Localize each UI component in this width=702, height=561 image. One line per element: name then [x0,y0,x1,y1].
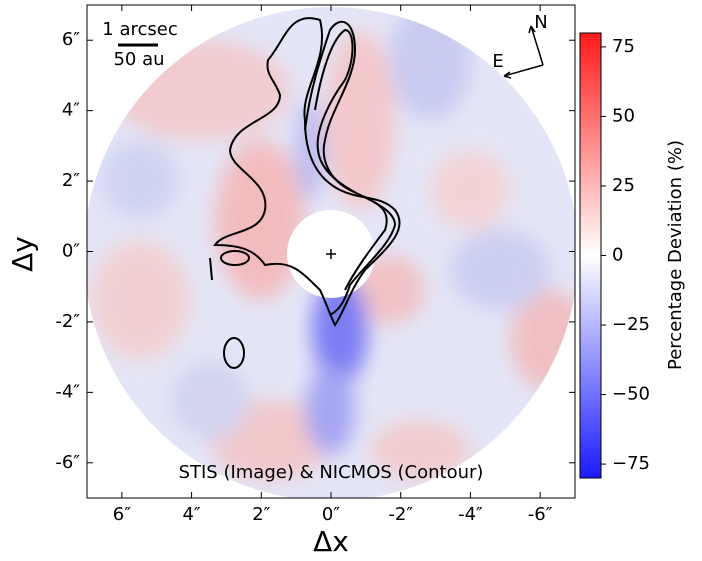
star-marker [326,249,336,259]
scale-label: 1 arcsec [102,19,177,40]
colorbar-tick-label: 50 [612,105,635,126]
x-tick-label: 0″ [322,504,340,525]
colorbar-tick-label: −25 [612,314,650,335]
y-tick-label: 6″ [62,29,80,50]
x-tick-label: 4″ [182,504,200,525]
compass [503,25,544,79]
x-tick-label: 2″ [252,504,270,525]
colorbar-tick-label: 0 [612,245,623,266]
y-axis-label: Δy [6,236,39,272]
x-tick-label: 6″ [113,504,131,525]
y-tick-label: 4″ [62,100,80,121]
colorbar-tick-label: −50 [612,384,650,405]
caption: STIS (Image) & NICMOS (Contour) [179,462,484,483]
y-tick-label: 0″ [62,241,80,262]
colorbar-tick-label: 25 [612,175,635,196]
colorbar-label: Percentage Deviation (%) [665,140,686,370]
compass-east: E [492,51,503,72]
x-tick-label: -2″ [388,504,413,525]
y-tick-label: 2″ [62,170,80,191]
colorbar-tick-label: 75 [612,36,635,57]
x-axis-label: Δx [313,525,349,557]
y-tick-label: -4″ [55,381,80,402]
compass-north: N [534,12,547,33]
y-tick-label: -2″ [55,311,80,332]
colorbar [579,32,602,479]
scale-label: 50 au [113,49,164,70]
image [87,7,575,498]
colorbar-tick-label: −75 [612,453,650,474]
x-tick-label: -6″ [528,504,553,525]
x-tick-label: -4″ [458,504,483,525]
y-tick-label: -6″ [55,452,80,473]
